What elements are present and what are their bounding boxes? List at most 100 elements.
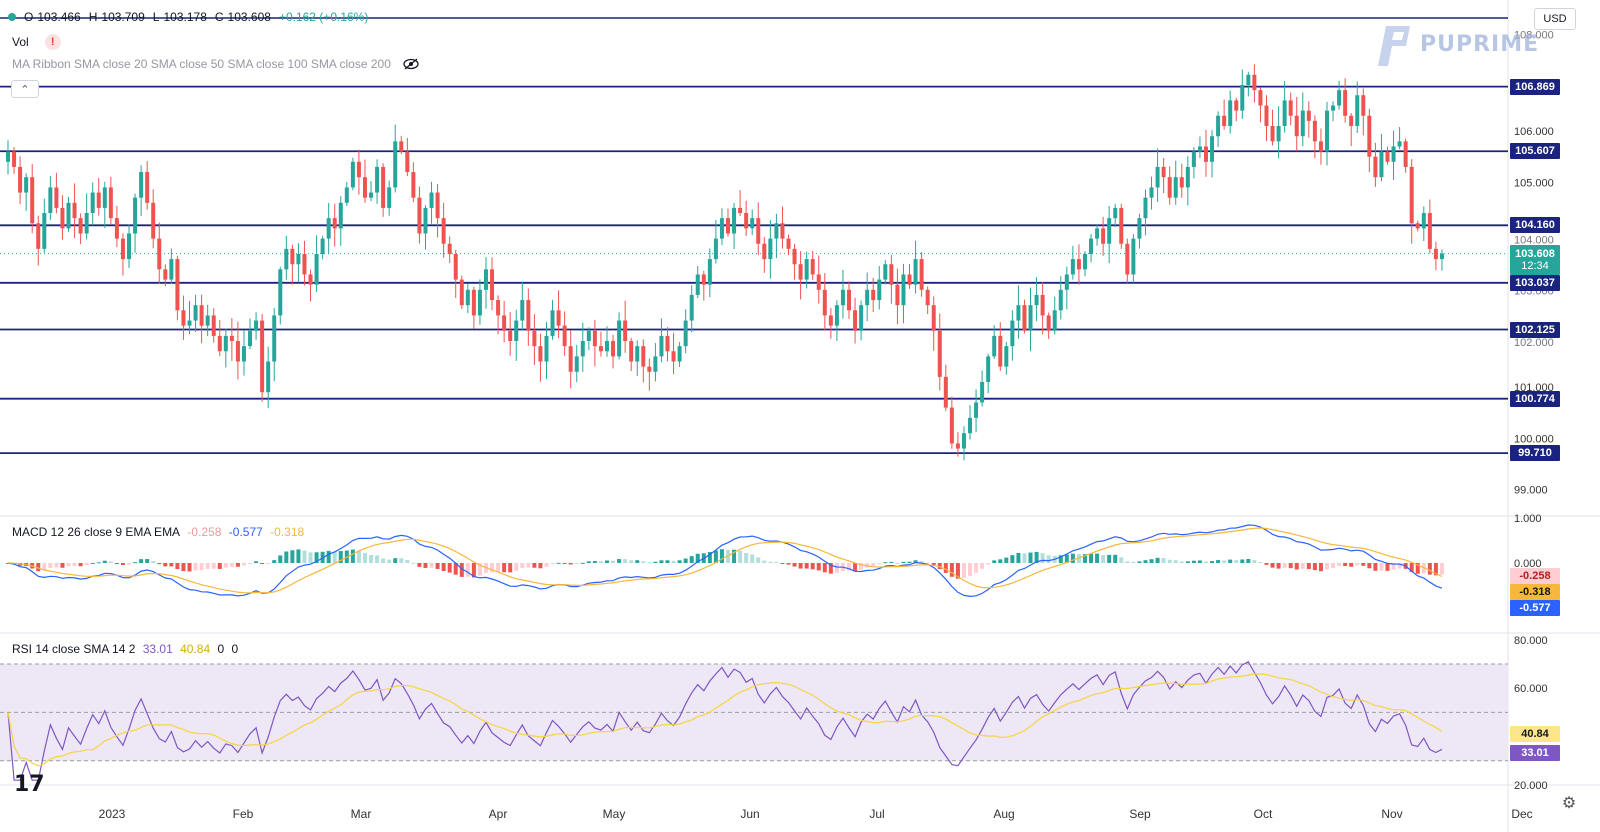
candle[interactable] [1143, 197, 1148, 219]
candle[interactable] [768, 238, 773, 260]
candle[interactable] [1113, 207, 1118, 219]
candle[interactable] [1300, 110, 1305, 137]
candle[interactable] [1240, 85, 1245, 111]
candle[interactable] [847, 289, 852, 311]
candle[interactable] [617, 320, 622, 357]
candle[interactable] [732, 207, 737, 234]
candle[interactable] [949, 407, 954, 444]
candle[interactable] [1337, 90, 1342, 106]
candle[interactable] [205, 315, 210, 326]
candle[interactable] [1331, 105, 1336, 111]
candle[interactable] [1379, 151, 1384, 178]
candle[interactable] [254, 320, 259, 331]
candle[interactable] [260, 320, 265, 393]
candle[interactable] [193, 305, 198, 321]
candle[interactable] [441, 218, 446, 244]
candle[interactable] [483, 269, 488, 290]
candle[interactable] [477, 289, 482, 316]
candle[interactable] [1216, 115, 1221, 137]
candle[interactable] [834, 305, 839, 326]
candle[interactable] [1191, 151, 1196, 167]
candle[interactable] [647, 366, 652, 372]
candle[interactable] [1179, 177, 1184, 188]
candle[interactable] [151, 202, 156, 239]
candle[interactable] [780, 223, 785, 239]
candle[interactable] [465, 289, 470, 306]
candle[interactable] [877, 279, 882, 301]
candle[interactable] [1016, 305, 1021, 321]
candle[interactable] [1355, 95, 1360, 126]
candle[interactable] [266, 361, 271, 393]
candle[interactable] [895, 284, 900, 306]
macd-legend[interactable]: MACD 12 26 close 9 EMA EMA -0.258 -0.577… [12, 525, 308, 539]
candle[interactable] [1397, 141, 1402, 147]
candle[interactable] [1101, 228, 1106, 244]
candle[interactable] [756, 218, 761, 244]
candle[interactable] [308, 274, 313, 285]
candle[interactable] [937, 330, 942, 377]
candle[interactable] [598, 346, 603, 352]
candle[interactable] [520, 300, 525, 321]
candle[interactable] [659, 335, 664, 357]
candle[interactable] [1034, 294, 1039, 306]
candle[interactable] [229, 335, 234, 342]
candle[interactable] [913, 259, 918, 285]
candle[interactable] [1270, 125, 1275, 142]
candle[interactable] [1095, 228, 1100, 239]
candle[interactable] [96, 192, 101, 208]
candle[interactable] [853, 310, 858, 331]
candle[interactable] [671, 351, 676, 362]
candle[interactable] [405, 151, 410, 173]
candle[interactable] [574, 356, 579, 372]
candle[interactable] [114, 218, 119, 239]
candle[interactable] [350, 161, 355, 188]
candle[interactable] [235, 341, 240, 362]
candle[interactable] [1306, 110, 1311, 121]
candle[interactable] [1137, 218, 1142, 239]
candle[interactable] [1312, 120, 1317, 142]
candle[interactable] [1107, 218, 1112, 244]
candle[interactable] [120, 238, 125, 260]
candle[interactable] [695, 274, 700, 295]
candle[interactable] [320, 238, 325, 254]
candle[interactable] [1185, 166, 1190, 188]
candle[interactable] [217, 335, 222, 352]
candle[interactable] [1070, 259, 1075, 275]
candle[interactable] [919, 259, 924, 290]
candle[interactable] [1149, 187, 1154, 198]
candle[interactable] [889, 264, 894, 285]
candle[interactable] [641, 346, 646, 367]
candle[interactable] [810, 259, 815, 275]
candle[interactable] [1125, 243, 1130, 275]
candle[interactable] [514, 320, 519, 342]
candle[interactable] [980, 381, 985, 403]
candle[interactable] [302, 253, 307, 275]
candle[interactable] [1288, 100, 1293, 116]
candle[interactable] [447, 243, 452, 254]
candle[interactable] [175, 259, 180, 311]
candle[interactable] [629, 341, 634, 362]
candle[interactable] [1415, 223, 1420, 229]
candle[interactable] [719, 218, 724, 239]
candle[interactable] [290, 248, 295, 265]
candle[interactable] [54, 187, 59, 208]
candle[interactable] [635, 346, 640, 362]
candle[interactable] [1197, 146, 1202, 152]
candle[interactable] [369, 192, 374, 198]
candle[interactable] [248, 330, 253, 347]
candle[interactable] [1282, 100, 1287, 126]
candle[interactable] [102, 187, 107, 208]
candle[interactable] [471, 289, 476, 316]
warning-icon[interactable]: ! [44, 34, 61, 50]
candle[interactable] [1324, 110, 1329, 152]
candle[interactable] [1089, 238, 1094, 254]
candle[interactable] [332, 218, 337, 229]
candle[interactable] [611, 341, 616, 357]
candle[interactable] [508, 330, 513, 342]
candle[interactable] [90, 192, 95, 214]
candle[interactable] [36, 223, 41, 249]
candle[interactable] [429, 192, 434, 208]
candle[interactable] [1046, 315, 1051, 331]
candle[interactable] [701, 274, 706, 285]
candle[interactable] [961, 433, 966, 449]
